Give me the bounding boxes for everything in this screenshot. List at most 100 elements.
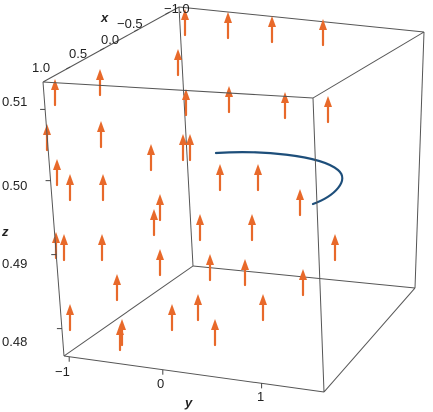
helix-curve (214, 151, 344, 206)
arrow-head (147, 144, 155, 155)
vector-arrow-26 (113, 274, 121, 302)
arrow-head (168, 304, 176, 315)
arrow-head (98, 234, 106, 245)
arrow-head (324, 96, 332, 107)
arrow-head (216, 164, 224, 175)
arrow-head (299, 269, 307, 280)
arrow-head (156, 249, 164, 260)
x-tick-label-3: 1.0 (32, 60, 50, 75)
box-edge-bottom-left-depth (63, 265, 194, 357)
vector-arrow-1 (96, 69, 104, 97)
vector-arrow-20 (150, 209, 158, 237)
arrow-head (224, 12, 232, 23)
vector-arrow-34 (259, 294, 267, 322)
arrow-head (116, 324, 124, 335)
vector-arrow-30 (299, 269, 307, 297)
box-edge-top-right-depth (312, 31, 425, 99)
arrow-head (150, 209, 158, 220)
vector-arrow-36 (156, 194, 164, 222)
arrow-head (296, 189, 304, 200)
vector-arrow-13 (99, 174, 107, 202)
x-tick-label-1: 0.0 (101, 32, 119, 47)
x-tick-extra: −1.0 (164, 1, 190, 16)
arrow-head (196, 214, 204, 225)
vector-arrow-15 (216, 164, 224, 192)
vector-arrow-7 (97, 121, 105, 149)
arrow-head (174, 49, 182, 60)
arrow-head (181, 9, 189, 20)
box-edge-front-right (312, 97, 325, 393)
vector-arrow-35 (147, 144, 155, 172)
vector-arrow-33 (211, 319, 219, 347)
x-tick-0 (65, 66, 71, 70)
box-edge-back-top (178, 6, 425, 33)
box-edge-top-left-depth (42, 6, 180, 83)
vector-arrow-14 (179, 134, 187, 162)
box-edge-front-bottom (63, 355, 325, 393)
arrow-head (225, 86, 233, 97)
vector-arrow-27 (156, 249, 164, 277)
z-axis-label: z (1, 224, 9, 239)
arrow-head (182, 89, 190, 100)
vector-arrow-10 (281, 92, 289, 120)
arrow-head (211, 319, 219, 330)
box-edge-back-left (178, 6, 194, 267)
arrow-head (194, 294, 202, 305)
vector-arrow-9 (225, 86, 233, 114)
vector-arrow-5 (319, 19, 327, 47)
x-tick-1 (99, 47, 105, 51)
y-axis-label: y (184, 395, 193, 410)
vector-arrow-24 (60, 234, 68, 262)
box-edge-bottom-right-depth (323, 287, 416, 393)
vector-arrow-0 (51, 79, 59, 107)
vector-arrow-38 (174, 49, 182, 77)
vector-arrow-11 (324, 96, 332, 124)
box-edge-front-left (42, 81, 65, 357)
box-back-edges (63, 6, 425, 357)
vector-arrow-19 (98, 234, 106, 262)
arrow-head (281, 92, 289, 103)
x-axis-label: x (100, 10, 109, 25)
arrow-head (156, 194, 164, 205)
arrow-head (254, 164, 262, 175)
vector-arrow-16 (254, 164, 262, 192)
arrow-head (186, 134, 194, 145)
z-tick-label-0: 0.48 (2, 334, 27, 349)
arrow-head (248, 214, 256, 225)
x-tick-3 (165, 11, 170, 15)
y-tick-label-2: 1 (257, 389, 264, 404)
arrow-head (99, 174, 107, 185)
vector-arrow-29 (241, 259, 249, 287)
arrow-head (241, 259, 249, 270)
vector-arrow-37 (206, 254, 214, 282)
box-edge-front-top (42, 81, 314, 99)
arrow-head (53, 159, 61, 170)
vector-arrow-25 (66, 304, 74, 332)
arrow-head (52, 232, 60, 243)
vector-arrow-12 (53, 159, 61, 187)
axis-ticks (40, 11, 263, 389)
vector-arrow-2 (181, 9, 189, 37)
y-tick-label-1: 0 (157, 376, 164, 391)
arrow-head (206, 254, 214, 265)
arrow-head (96, 69, 104, 80)
arrow-head (259, 294, 267, 305)
vector-arrow-17 (296, 189, 304, 217)
vector-arrow-8 (182, 89, 190, 117)
vector-arrow-23 (331, 234, 339, 262)
arrow-head (179, 134, 187, 145)
z-tick-label-2: 0.50 (2, 178, 27, 193)
x-tick-label-0: −0.5 (117, 16, 143, 31)
vector-arrow-22 (248, 214, 256, 242)
vector-arrow-28 (194, 294, 202, 322)
box-front-edges (42, 6, 425, 393)
arrow-head (331, 234, 339, 245)
arrow-head (51, 79, 59, 90)
vector-arrow-4 (268, 16, 276, 44)
y-tick-label-0: −1 (55, 364, 70, 379)
arrow-head (268, 16, 276, 27)
vector-arrow-40 (116, 324, 124, 352)
arrow-head (97, 121, 105, 132)
